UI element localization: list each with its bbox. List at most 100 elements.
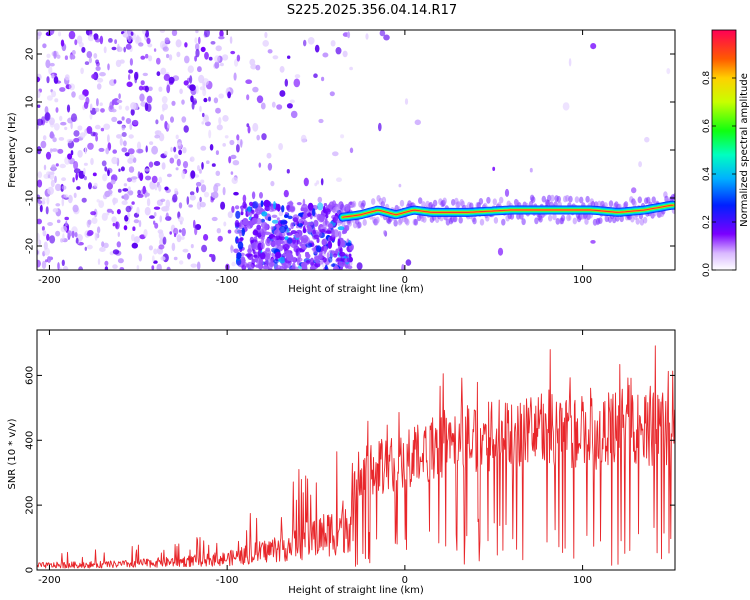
spectrogram-speckle xyxy=(151,255,155,263)
spectrogram-speckle xyxy=(219,30,224,38)
signal-halo xyxy=(375,216,380,224)
spectrogram-speckle xyxy=(107,169,110,177)
spectrogram-speckle xyxy=(47,186,54,195)
spectrogram-lowfreq-speckle xyxy=(272,237,277,241)
spectrogram-speckle xyxy=(162,46,169,52)
spectrogram-speckle xyxy=(163,73,171,81)
spectrogram-plot-area xyxy=(37,30,675,270)
spectrogram-speckle xyxy=(141,30,147,35)
spectrogram-speckle xyxy=(215,45,222,52)
chart-title: S225.2025.356.04.14.R17 xyxy=(287,3,457,18)
spectrogram-speckle xyxy=(279,90,286,97)
spectrogram-speckle xyxy=(199,196,202,203)
spectrogram-speckle xyxy=(112,264,118,269)
spectrogram-speckle xyxy=(171,100,176,106)
spectrogram-lowfreq-speckle xyxy=(302,214,306,223)
spectrogram-lowfreq-speckle xyxy=(328,256,333,263)
snr-x-label: Height of straight line (km) xyxy=(288,585,424,596)
spectrogram-speckle xyxy=(666,68,671,75)
spectrogram-y-tick-label: 10 xyxy=(25,96,36,109)
spectrogram-lowfreq-speckle xyxy=(341,230,346,235)
signal-halo xyxy=(519,212,524,220)
spectrogram-speckle xyxy=(197,66,202,73)
spectrogram-speckle xyxy=(111,216,117,223)
spectrogram-speckle xyxy=(128,69,134,74)
spectrogram-speckle xyxy=(128,166,135,173)
spectrogram-lowfreq-speckle xyxy=(312,208,316,217)
spectrogram-lowfreq-speckle xyxy=(261,211,268,217)
spectrogram-speckle xyxy=(95,107,100,112)
spectrogram-speckle xyxy=(161,96,168,104)
spectrogram-lowfreq-speckle xyxy=(302,225,306,233)
spectrogram-speckle xyxy=(70,121,73,130)
spectrogram-speckle xyxy=(158,184,162,192)
spectrogram-speckle xyxy=(154,130,162,136)
spectrogram-speckle xyxy=(74,232,78,238)
spectrogram-speckle xyxy=(37,179,43,188)
spectrogram-lowfreq-speckle xyxy=(255,231,259,238)
spectrogram-lowfreq-speckle xyxy=(247,253,254,260)
spectrogram-speckle xyxy=(222,186,226,196)
spectrogram-speckle xyxy=(81,46,86,53)
spectrogram-speckle xyxy=(159,30,165,33)
spectrogram-speckle xyxy=(154,134,160,139)
spectrogram-speckle xyxy=(123,193,129,201)
spectrogram-speckle xyxy=(114,39,117,44)
spectrogram-speckle xyxy=(200,46,206,53)
spectrogram-speckle xyxy=(405,259,412,266)
spectrogram-lowfreq-speckle xyxy=(294,232,300,239)
spectrogram-speckle xyxy=(215,170,221,176)
spectrogram-speckle xyxy=(76,35,83,44)
spectrogram-speckle xyxy=(189,194,196,201)
spectrogram-speckle xyxy=(166,84,171,94)
spectrogram-speckle xyxy=(197,165,200,171)
spectrogram-lowfreq-speckle xyxy=(292,217,299,223)
spectrogram-lowfreq-speckle xyxy=(289,205,296,213)
spectrogram-speckle xyxy=(111,46,117,51)
spectrogram-speckle xyxy=(84,61,90,65)
spectrogram-speckle xyxy=(181,227,186,237)
spectrogram-speckle xyxy=(125,118,132,124)
signal-halo xyxy=(478,198,484,205)
spectrogram-speckle xyxy=(116,134,122,139)
spectrogram-speckle xyxy=(123,225,128,231)
spectrogram-speckle xyxy=(44,106,49,114)
spectrogram-speckle xyxy=(568,58,572,67)
spectrogram-speckle xyxy=(87,142,94,150)
spectrogram-lowfreq-speckle xyxy=(249,236,255,244)
spectrogram-speckle xyxy=(78,266,83,270)
spectrogram-speckle xyxy=(116,99,123,104)
spectrogram-speckle xyxy=(175,39,182,48)
spectrogram-speckle xyxy=(138,220,142,228)
spectrogram-speckle xyxy=(46,196,50,205)
spectrogram-speckle xyxy=(46,233,50,241)
spectrogram-speckle xyxy=(55,230,61,237)
spectrogram-speckle xyxy=(259,192,263,199)
spectrogram-speckle xyxy=(79,132,86,139)
spectrogram-speckle xyxy=(120,166,125,172)
spectrogram-x-tick-label: -100 xyxy=(216,275,239,286)
spectrogram-speckle xyxy=(144,168,150,172)
signal-halo xyxy=(597,200,602,208)
spectrogram-speckle xyxy=(278,211,284,217)
spectrogram-speckle xyxy=(71,113,77,122)
spectrogram-speckle xyxy=(169,157,175,164)
spectrogram-speckle xyxy=(72,204,79,213)
spectrogram-speckle xyxy=(132,119,139,126)
spectrogram-speckle xyxy=(215,107,221,114)
spectrogram-speckle xyxy=(46,95,53,101)
spectrogram-speckle xyxy=(175,134,179,140)
spectrogram-speckle xyxy=(214,61,220,69)
spectrogram-speckle xyxy=(307,37,315,45)
spectrogram-speckle xyxy=(216,228,221,234)
spectrogram-speckle xyxy=(149,215,155,219)
spectrogram-speckle xyxy=(112,149,117,154)
spectrogram-speckle xyxy=(219,62,224,67)
spectrogram-speckle xyxy=(86,219,91,228)
signal-halo xyxy=(635,218,640,225)
spectrogram-speckle xyxy=(504,188,510,197)
spectrogram-speckle xyxy=(49,235,56,244)
spectrogram-lowfreq-speckle xyxy=(262,265,270,270)
spectrogram-speckle xyxy=(349,147,354,154)
